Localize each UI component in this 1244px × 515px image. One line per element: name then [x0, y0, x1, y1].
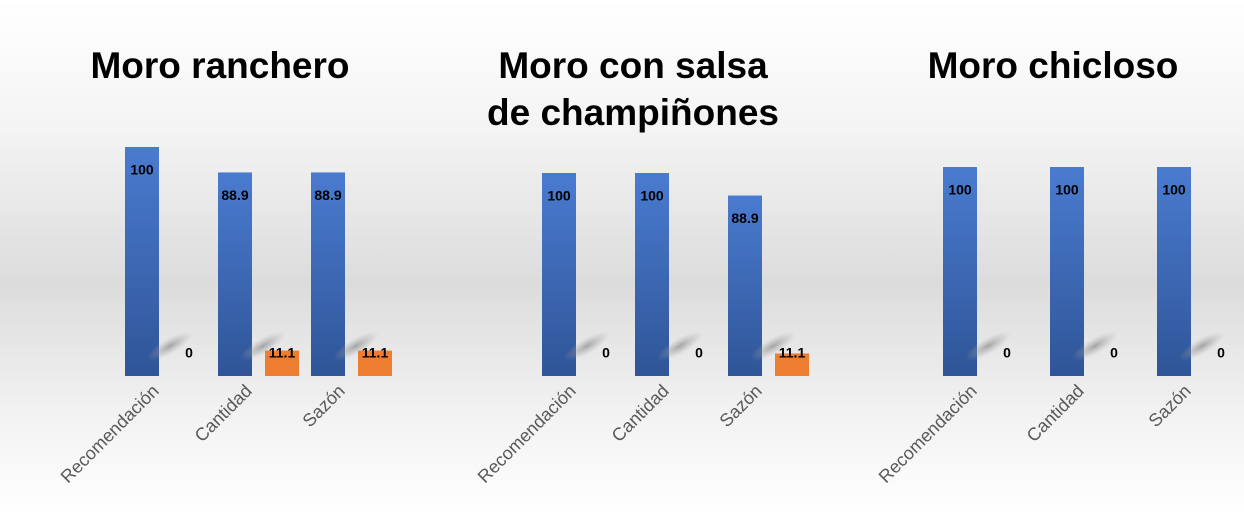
value-label: 11.1: [362, 345, 389, 361]
bar: [943, 167, 977, 376]
value-label: 0: [1003, 345, 1011, 361]
value-label: 88.9: [314, 187, 341, 203]
value-label: 88.9: [731, 210, 758, 226]
bar: [218, 172, 252, 376]
x-tick-label: Cantidad: [608, 381, 673, 446]
x-tick-label: Sazón: [1145, 381, 1195, 431]
x-tick-label: Cantidad: [1023, 381, 1088, 446]
chart-title: Moro ranchero: [90, 45, 350, 86]
chart-title: Moro con salsa de champiñones: [487, 45, 779, 133]
value-label: 100: [547, 188, 571, 204]
shadow: [333, 331, 379, 361]
value-label: 11.1: [269, 345, 296, 361]
bar: [265, 350, 299, 376]
bar: [728, 195, 762, 376]
shadow: [750, 331, 796, 361]
x-tick-label: Recomendación: [875, 381, 981, 487]
value-label: 100: [1055, 182, 1079, 198]
value-label: 0: [602, 345, 610, 361]
value-label: 0: [1110, 345, 1118, 361]
bar: [1050, 167, 1084, 376]
bar: [358, 350, 392, 376]
value-label: 0: [1217, 345, 1225, 361]
value-label: 88.9: [221, 187, 248, 203]
chart-title: Moro chicloso: [927, 45, 1179, 86]
x-tick-label: Sazón: [299, 381, 349, 431]
shadow: [965, 331, 1011, 361]
bar: [311, 172, 345, 376]
bar: [542, 173, 576, 376]
shadow: [147, 331, 193, 361]
x-tick-label: Recomendación: [57, 381, 163, 487]
shadow: [564, 331, 610, 361]
shadow: [1072, 331, 1118, 361]
bar: [775, 353, 809, 376]
x-tick-label: Cantidad: [191, 381, 256, 446]
value-label: 0: [185, 345, 193, 361]
x-tick-label: Sazón: [716, 381, 766, 431]
value-label: 100: [948, 182, 972, 198]
bar: [635, 173, 669, 376]
bar: [1157, 167, 1191, 376]
value-label: 100: [640, 188, 664, 204]
shadow: [1179, 331, 1225, 361]
value-label: 100: [130, 162, 154, 178]
shadow: [240, 331, 286, 361]
value-label: 0: [695, 345, 703, 361]
value-label: 100: [1162, 182, 1186, 198]
bar: [125, 147, 159, 376]
shadow: [657, 331, 703, 361]
x-tick-label: Recomendación: [474, 381, 580, 487]
value-label: 11.1: [779, 345, 806, 361]
